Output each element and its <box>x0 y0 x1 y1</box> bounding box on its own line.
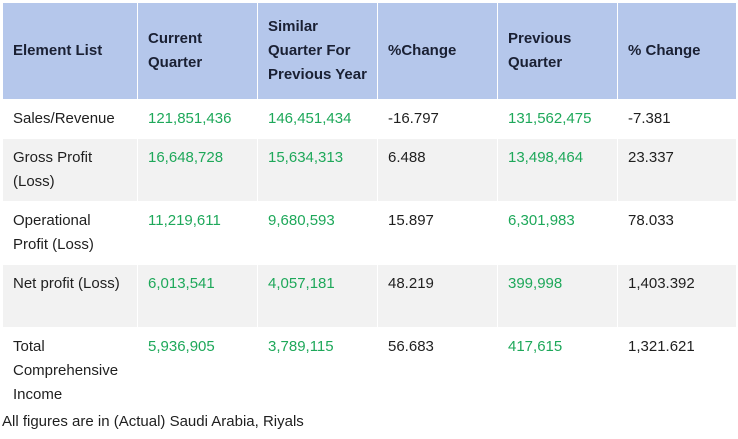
change-yoy-value: 15.897 <box>377 201 498 265</box>
header-current-quarter: Current Quarter <box>137 2 258 100</box>
change-yoy-value: 6.488 <box>377 138 498 202</box>
change-qoq-value: 1,403.392 <box>617 264 737 328</box>
header-previous-quarter: Previous Quarter <box>497 2 618 100</box>
row-label: Net profit (Loss) <box>2 264 138 328</box>
current-quarter-value: 11,219,611 <box>137 201 258 265</box>
table-row: Net profit (Loss) 6,013,541 4,057,181 48… <box>2 264 737 328</box>
row-label: Gross Profit (Loss) <box>2 138 138 202</box>
change-qoq-value: 23.337 <box>617 138 737 202</box>
current-quarter-value: 6,013,541 <box>137 264 258 328</box>
currency-footnote: All figures are in (Actual) Saudi Arabia… <box>2 413 304 430</box>
similar-quarter-value: 4,057,181 <box>257 264 378 328</box>
header-change-qoq: % Change <box>617 2 737 100</box>
header-change-yoy: %Change <box>377 2 498 100</box>
previous-quarter-value: 417,615 <box>497 327 618 415</box>
change-yoy-value: 48.219 <box>377 264 498 328</box>
change-qoq-value: -7.381 <box>617 99 737 139</box>
header-element-list: Element List <box>2 2 138 100</box>
change-yoy-value: -16.797 <box>377 99 498 139</box>
table-row: Total Comprehensive Income 5,936,905 3,7… <box>2 327 737 415</box>
similar-quarter-value: 3,789,115 <box>257 327 378 415</box>
similar-quarter-value: 9,680,593 <box>257 201 378 265</box>
similar-quarter-value: 146,451,434 <box>257 99 378 139</box>
table-row: Gross Profit (Loss) 16,648,728 15,634,31… <box>2 138 737 202</box>
header-similar-quarter-prev-year: Similar Quarter For Previous Year <box>257 2 378 100</box>
current-quarter-value: 5,936,905 <box>137 327 258 415</box>
change-qoq-value: 78.033 <box>617 201 737 265</box>
similar-quarter-value: 15,634,313 <box>257 138 378 202</box>
row-label: Total Comprehensive Income <box>2 327 138 415</box>
table-header-row: Element List Current Quarter Similar Qua… <box>2 2 737 100</box>
change-qoq-value: 1,321.621 <box>617 327 737 415</box>
current-quarter-value: 16,648,728 <box>137 138 258 202</box>
row-label: Sales/Revenue <box>2 99 138 139</box>
row-label: Operational Profit (Loss) <box>2 201 138 265</box>
table-row: Operational Profit (Loss) 11,219,611 9,6… <box>2 201 737 265</box>
previous-quarter-value: 399,998 <box>497 264 618 328</box>
change-yoy-value: 56.683 <box>377 327 498 415</box>
current-quarter-value: 121,851,436 <box>137 99 258 139</box>
table-row: Sales/Revenue 121,851,436 146,451,434 -1… <box>2 99 737 139</box>
previous-quarter-value: 6,301,983 <box>497 201 618 265</box>
financial-results-table: Element List Current Quarter Similar Qua… <box>2 2 737 415</box>
previous-quarter-value: 131,562,475 <box>497 99 618 139</box>
previous-quarter-value: 13,498,464 <box>497 138 618 202</box>
